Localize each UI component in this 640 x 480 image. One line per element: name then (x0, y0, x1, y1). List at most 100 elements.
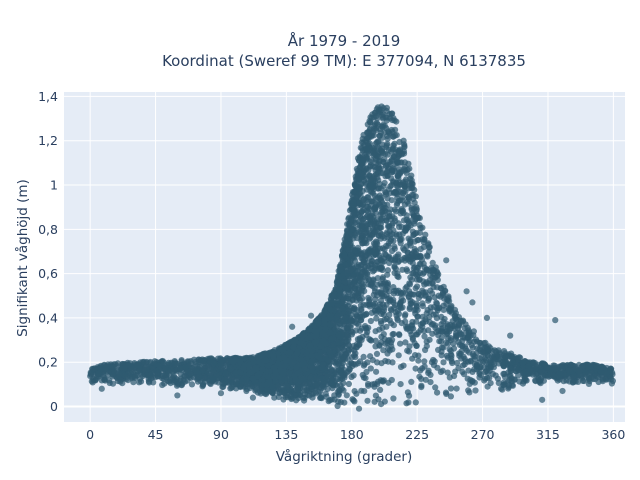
data-point (396, 147, 404, 154)
data-point (377, 230, 384, 237)
data-point (188, 381, 196, 388)
data-point (408, 206, 415, 213)
data-point (376, 132, 383, 139)
data-point (375, 168, 382, 176)
data-point (328, 366, 335, 373)
data-point (288, 360, 295, 367)
data-point (575, 378, 582, 385)
data-point (336, 387, 343, 394)
data-point (537, 376, 544, 383)
data-point (467, 357, 474, 364)
data-point (306, 380, 313, 387)
data-point (386, 213, 393, 220)
data-point (286, 370, 293, 377)
data-point (408, 322, 415, 329)
data-point (357, 302, 364, 309)
data-point (362, 237, 369, 244)
data-point (378, 297, 385, 304)
data-point (412, 365, 419, 372)
data-point (434, 276, 441, 284)
data-point (379, 291, 386, 298)
data-point (297, 339, 304, 346)
data-point (376, 180, 383, 188)
data-point (355, 287, 362, 294)
data-point (399, 194, 406, 201)
data-point (375, 161, 382, 168)
data-point (177, 370, 184, 377)
data-point (401, 141, 408, 148)
data-point (383, 168, 390, 175)
data-point (476, 355, 483, 362)
data-point (424, 306, 431, 314)
data-point (426, 313, 433, 321)
data-point (416, 229, 424, 236)
data-point (466, 380, 473, 387)
data-point (406, 392, 413, 399)
data-point (418, 292, 425, 299)
data-point (506, 372, 513, 380)
data-point (440, 306, 447, 313)
data-point (132, 373, 139, 380)
data-point (371, 228, 378, 235)
data-point (360, 362, 367, 369)
data-point (374, 174, 381, 181)
data-point (494, 375, 501, 382)
data-point (391, 215, 398, 222)
data-point (406, 280, 413, 287)
data-point (315, 389, 322, 396)
data-point (383, 323, 390, 330)
data-point (343, 392, 350, 399)
data-point (425, 327, 432, 334)
data-point (468, 342, 475, 349)
data-point (407, 300, 414, 307)
data-point (454, 359, 461, 367)
data-point (429, 290, 436, 297)
data-point (350, 372, 357, 379)
data-point (290, 339, 297, 346)
data-point (367, 365, 374, 372)
data-point (312, 375, 319, 382)
data-point (450, 340, 457, 347)
data-point (277, 367, 284, 374)
data-point (456, 352, 463, 359)
data-point (413, 212, 420, 219)
data-point (544, 364, 551, 371)
data-point (519, 359, 527, 366)
data-point (397, 298, 405, 305)
data-point (389, 331, 396, 338)
data-point (507, 365, 514, 372)
data-point (296, 377, 304, 385)
data-point (388, 110, 395, 117)
data-point (330, 293, 337, 300)
data-point (299, 361, 306, 368)
data-point (396, 223, 403, 231)
data-point (416, 276, 423, 283)
data-point (351, 352, 358, 359)
data-point (396, 331, 403, 339)
data-point (438, 334, 445, 341)
data-point (308, 352, 315, 360)
data-point (505, 385, 512, 392)
data-point (359, 371, 366, 379)
data-point (370, 301, 377, 308)
data-point (413, 300, 420, 307)
data-point (409, 270, 416, 277)
data-point (444, 369, 451, 376)
data-point (500, 370, 507, 377)
data-point (414, 237, 421, 244)
data-point (440, 359, 447, 366)
data-point (443, 352, 450, 359)
data-point (588, 374, 595, 381)
data-point (433, 299, 440, 306)
data-point (326, 314, 334, 321)
data-point (359, 274, 366, 281)
data-points (87, 103, 617, 412)
data-point (392, 208, 400, 215)
data-point (372, 121, 379, 128)
data-point (469, 350, 476, 358)
data-point (394, 199, 401, 207)
data-point (102, 366, 109, 373)
data-point (397, 381, 404, 388)
data-point (301, 387, 308, 394)
data-point (393, 132, 400, 139)
